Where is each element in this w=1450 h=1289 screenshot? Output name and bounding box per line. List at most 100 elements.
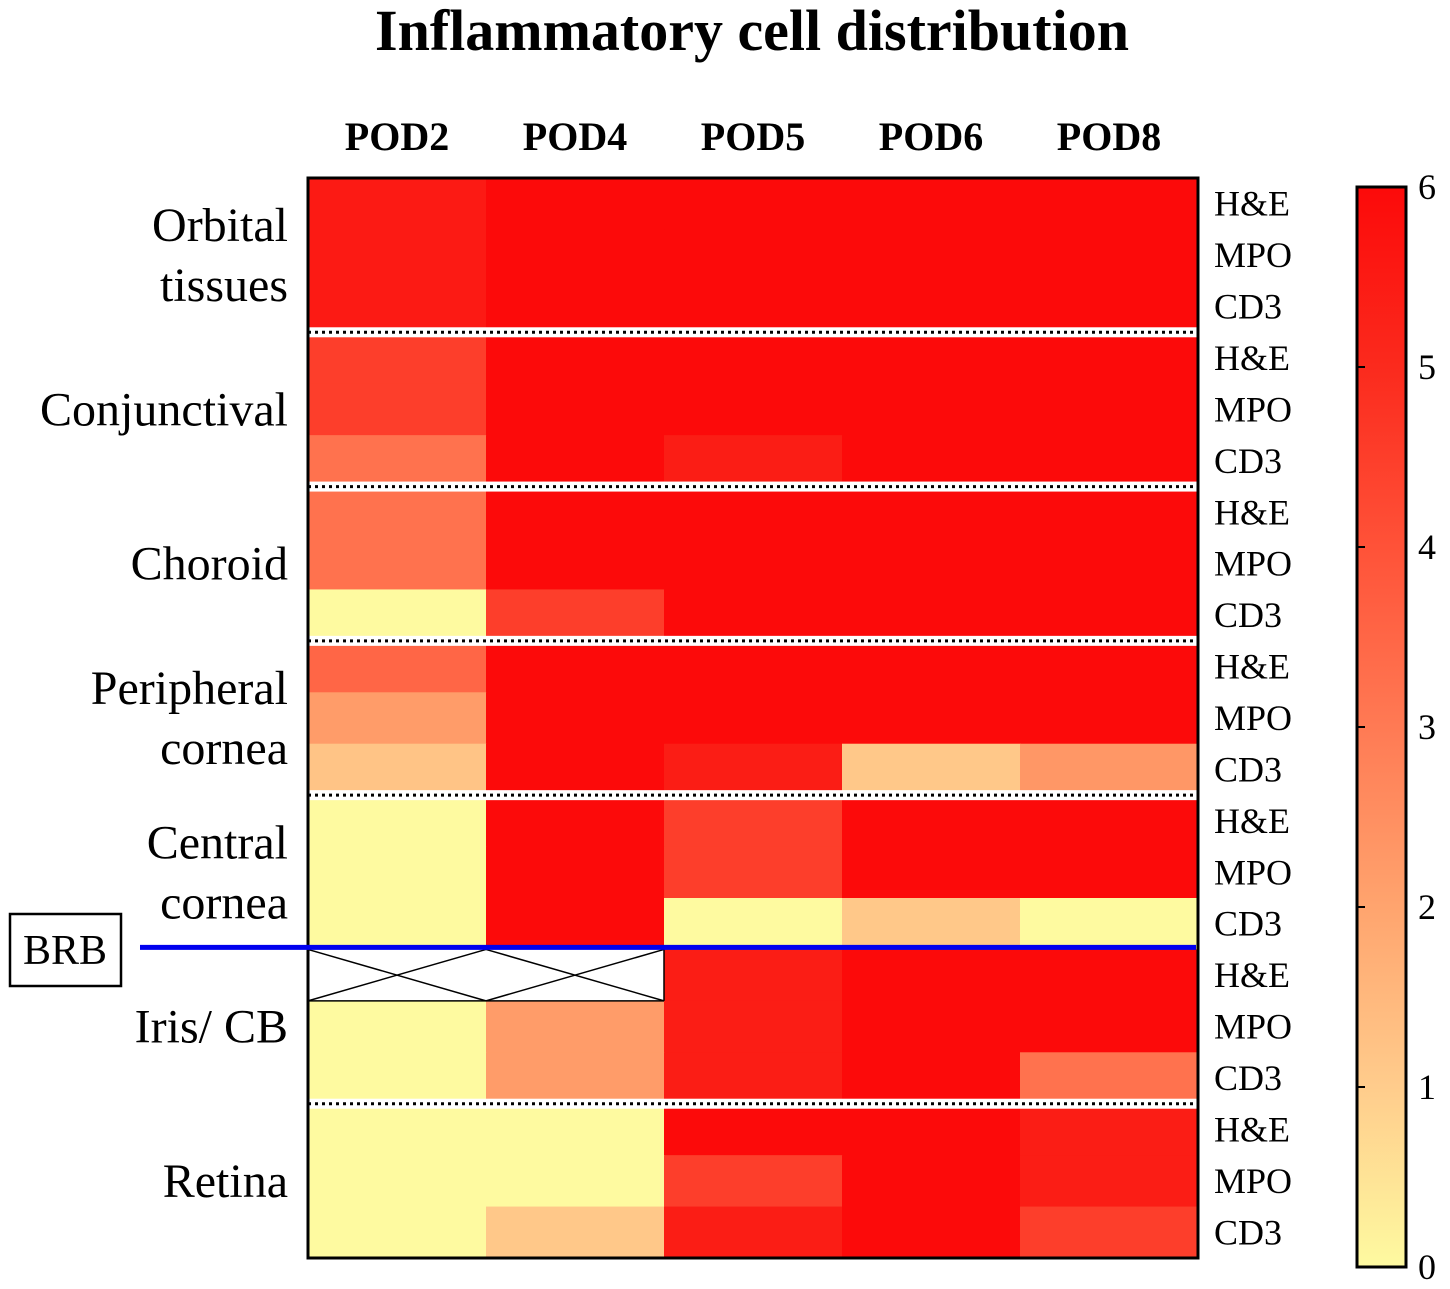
heatmap-cell	[486, 1000, 665, 1053]
heatmap-cell	[486, 435, 665, 488]
row-label-he: H&E	[1214, 955, 1290, 995]
heatmap-cell	[486, 383, 665, 436]
heatmap-cell	[664, 692, 843, 745]
row-label-cd3: CD3	[1214, 749, 1282, 789]
row-label-mpo: MPO	[1214, 852, 1292, 892]
heatmap-cell	[486, 846, 665, 899]
heatmap-cell	[842, 1103, 1021, 1156]
row-label-mpo: MPO	[1214, 1161, 1292, 1201]
heatmap-cell	[664, 435, 843, 488]
heatmap-cell	[1020, 1155, 1199, 1208]
row-label-cd3: CD3	[1214, 1058, 1282, 1098]
heatmap-cell	[486, 538, 665, 591]
heatmap-cell	[1020, 229, 1199, 282]
colorbar-tick-label: 2	[1418, 887, 1436, 927]
heatmap-cell	[842, 949, 1021, 1002]
row-label-he: H&E	[1214, 647, 1290, 687]
heatmap-cell	[308, 383, 487, 436]
heatmap-cell	[664, 640, 843, 693]
heatmap-cell	[308, 486, 487, 539]
row-label-cd3: CD3	[1214, 1212, 1282, 1252]
heatmap-cell	[486, 589, 665, 642]
brb-label: BRB	[23, 928, 107, 974]
group-label: Orbital	[152, 199, 288, 252]
heatmap-cell	[842, 1052, 1021, 1105]
column-label-pod2: POD2	[345, 114, 449, 159]
heatmap-cell	[1020, 178, 1199, 231]
heatmap-cell	[842, 538, 1021, 591]
heatmap-cell	[1020, 743, 1199, 796]
heatmap-cell	[842, 1155, 1021, 1208]
heatmap-cell	[486, 1155, 665, 1208]
group-separator-band	[308, 635, 1198, 646]
group-label: cornea	[160, 876, 288, 929]
colorbar-ticks: 0 1 2 3 4 5 6	[1357, 167, 1436, 1287]
heatmap-cell	[842, 589, 1021, 642]
heatmap-cell	[1020, 1103, 1199, 1156]
heatmap-cell	[308, 640, 487, 693]
heatmap-cell	[1020, 795, 1199, 848]
row-label-mpo: MPO	[1214, 389, 1292, 429]
heatmap-cell	[308, 795, 487, 848]
group-separators	[308, 327, 1198, 1109]
heatmap-cell	[486, 640, 665, 693]
heatmap-cell	[664, 280, 843, 333]
colorbar-tick-label: 6	[1418, 167, 1436, 207]
group-separator-band	[308, 1098, 1198, 1109]
heatmap-cell	[308, 435, 487, 488]
group-label: Choroid	[131, 538, 288, 591]
heatmap-cell	[308, 898, 487, 951]
group-separator-band	[308, 481, 1198, 492]
heatmap-cell	[308, 280, 487, 333]
heatmap-cell	[842, 435, 1021, 488]
row-label-he: H&E	[1214, 801, 1290, 841]
heatmap-cell	[486, 486, 665, 539]
heatmap-cell	[486, 280, 665, 333]
column-label-pod6: POD6	[879, 114, 983, 159]
group-label: Conjunctival	[40, 383, 288, 436]
heatmap-cell	[308, 846, 487, 899]
heatmap-cell	[842, 692, 1021, 745]
heatmap-cell	[486, 332, 665, 385]
missing-cross-line	[485, 948, 665, 1002]
row-label-cd3: CD3	[1214, 287, 1282, 327]
heatmap-cell	[1020, 589, 1199, 642]
heatmap-cell	[664, 1103, 843, 1156]
heatmap-cell	[842, 1206, 1021, 1259]
heatmap-cell	[1020, 1000, 1199, 1053]
column-label-pod5: POD5	[701, 114, 805, 159]
brb-barrier: BRB	[8, 912, 1196, 988]
heatmap-cell	[1020, 1206, 1199, 1259]
chart-title: Inflammatory cell distribution	[375, 0, 1129, 63]
heatmap-cell	[486, 178, 665, 231]
heatmap-cell	[1020, 280, 1199, 333]
brb-box	[8, 912, 123, 988]
heatmap-cell	[486, 692, 665, 745]
row-label-cd3: CD3	[1214, 904, 1282, 944]
heatmap-cell	[1020, 949, 1199, 1002]
heatmap-cell	[842, 178, 1021, 231]
heatmap-cell	[1020, 692, 1199, 745]
row-label-he: H&E	[1214, 492, 1290, 532]
heatmap-cell	[486, 1052, 665, 1105]
row-label-he: H&E	[1214, 1109, 1290, 1149]
group-label: Retina	[163, 1155, 288, 1208]
row-label-cd3: CD3	[1214, 441, 1282, 481]
heatmap-cell	[664, 1206, 843, 1259]
heatmap-cell	[308, 743, 487, 796]
heatmap-cell	[664, 229, 843, 282]
row-label-mpo: MPO	[1214, 698, 1292, 738]
heatmap-cell	[486, 1103, 665, 1156]
heatmap-cell	[842, 640, 1021, 693]
row-label-mpo: MPO	[1214, 1007, 1292, 1047]
colorbar-tick-label: 4	[1418, 527, 1436, 567]
heatmap-cell	[664, 1052, 843, 1105]
row-labels: H&E MPO CD3 H&E MPO CD3 H&E MPO CD3 H&E MPO CD3 H&E M…	[1214, 184, 1292, 1253]
heatmap-cell	[308, 538, 487, 591]
heatmap-cell	[308, 1000, 487, 1053]
colorbar-tick-label: 1	[1418, 1067, 1436, 1107]
row-label-mpo: MPO	[1214, 544, 1292, 584]
row-label-mpo: MPO	[1214, 235, 1292, 275]
heatmap-cell	[664, 949, 843, 1002]
group-separator-band	[308, 790, 1198, 801]
